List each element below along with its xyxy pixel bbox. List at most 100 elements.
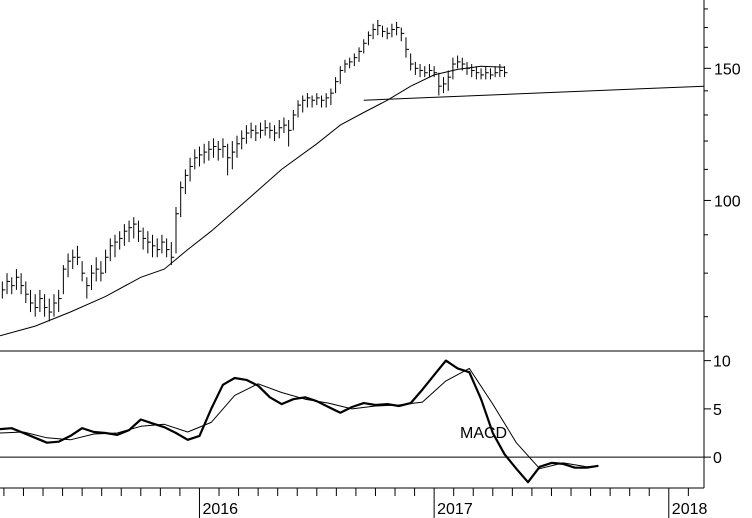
ohlc-bar xyxy=(114,234,118,258)
ohlc-bar xyxy=(400,27,405,42)
ohlc-bar xyxy=(292,109,297,131)
ohlc-bar xyxy=(438,72,442,96)
ohlc-bar xyxy=(11,277,15,295)
year-label: 2018 xyxy=(672,501,708,518)
time-axis: 2016 2017 2018 xyxy=(3,488,708,518)
ohlc-bar xyxy=(344,59,348,73)
signal-line xyxy=(0,367,599,470)
ohlc-bar xyxy=(316,93,320,106)
ohlc-bar xyxy=(180,181,184,218)
ohlc-bar xyxy=(137,220,142,243)
ohlc-bar xyxy=(161,234,165,254)
ohlc-bar xyxy=(20,273,25,295)
ohlc-bar xyxy=(189,157,194,182)
ohlc-bar xyxy=(62,265,67,295)
ohlc-bar xyxy=(335,77,339,94)
ohlc-bar xyxy=(480,68,485,80)
ohlc-bar xyxy=(278,120,283,139)
ohlc-bar xyxy=(184,169,189,194)
year-label: 2016 xyxy=(202,501,238,518)
ohlc-bar xyxy=(414,61,419,75)
ohlc-bar xyxy=(367,31,372,46)
ohlc-bar xyxy=(302,95,306,113)
ohlc-bar xyxy=(152,234,156,258)
ohlc-bar xyxy=(119,231,123,250)
ohlc-bar xyxy=(259,122,264,139)
ohlc-bar xyxy=(227,143,231,176)
ohlc-bar xyxy=(39,289,43,313)
ohlc-bar xyxy=(306,93,311,108)
ohlc-bar xyxy=(452,57,456,80)
ohlc-bar xyxy=(1,281,6,299)
ohlc-bar xyxy=(475,66,480,80)
ohlc-bar xyxy=(353,53,358,67)
ohlc-bar xyxy=(194,149,198,170)
ohlc-bar xyxy=(147,231,151,254)
ohlc-bar xyxy=(358,47,363,62)
ohlc-bar xyxy=(128,220,133,243)
ohlc-bar xyxy=(217,141,222,161)
trendline xyxy=(363,85,705,101)
price-tick-label: 150 xyxy=(714,61,741,78)
ohlc-bar xyxy=(325,93,330,108)
price-axis: 100 150 xyxy=(704,8,741,318)
ohlc-bar xyxy=(91,265,95,290)
ohlc-bar xyxy=(34,294,39,317)
ohlc-bar xyxy=(208,141,212,161)
ohlc-bar xyxy=(170,242,175,266)
ohlc-bar xyxy=(236,135,241,158)
macd-line xyxy=(0,359,599,484)
ohlc-bar xyxy=(30,289,34,313)
ohlc-bar xyxy=(372,23,377,40)
ohlc-bar xyxy=(499,64,503,78)
ohlc-bar xyxy=(105,249,109,274)
ohlc-bar xyxy=(100,261,104,282)
ohlc-bar xyxy=(156,238,161,258)
ohlc-bar xyxy=(330,88,334,106)
ohlc-bar xyxy=(58,289,62,313)
ohlc-bar xyxy=(264,120,269,136)
price-panel xyxy=(0,19,705,337)
ohlc-bar xyxy=(213,138,217,158)
ohlc-bar xyxy=(489,68,494,80)
ohlc-bar xyxy=(283,117,287,133)
ohlc-bar xyxy=(297,100,302,118)
ohlc-bar xyxy=(6,273,11,295)
ohlc-bar xyxy=(198,146,203,167)
macd-axis: 0 5 10 xyxy=(704,354,731,467)
ohlc-bar xyxy=(363,39,367,54)
ohlc-bar xyxy=(410,53,414,71)
ohlc-bar xyxy=(245,125,250,144)
ohlc-bar xyxy=(382,25,386,38)
ohlc-bar xyxy=(428,64,433,78)
ohlc-bar xyxy=(255,125,259,142)
macd-panel xyxy=(0,359,704,484)
ohlc-bar xyxy=(95,257,100,282)
ohlc-bar xyxy=(391,23,395,38)
ohlc-bar xyxy=(471,64,475,78)
ohlc-bar xyxy=(311,95,316,108)
ohlc-bar xyxy=(44,294,48,317)
ohlc-bar xyxy=(386,27,391,40)
ohlc-bar xyxy=(67,253,72,278)
year-label: 2017 xyxy=(437,501,473,518)
macd-tick-label: 0 xyxy=(713,450,722,467)
ohlc-bar xyxy=(86,277,90,299)
ohlc-bar xyxy=(377,19,381,36)
ohlc-bar xyxy=(250,122,255,139)
ohlc-bar xyxy=(339,66,344,84)
ohlc-bar xyxy=(72,249,76,270)
ohlc-bar xyxy=(485,66,489,80)
ohlc-bar xyxy=(504,66,508,78)
price-tick-label: 100 xyxy=(714,193,741,210)
ohlc-bar xyxy=(320,95,325,108)
ohlc-bar xyxy=(166,238,170,258)
ohlc-bar xyxy=(133,217,137,239)
ohlc-bar xyxy=(447,70,452,91)
ohlc-bar xyxy=(349,57,353,69)
ohlc-bar xyxy=(25,281,29,303)
ohlc-bar xyxy=(433,66,438,78)
ohlc-bar xyxy=(222,138,226,158)
ohlc-bar xyxy=(424,66,428,78)
